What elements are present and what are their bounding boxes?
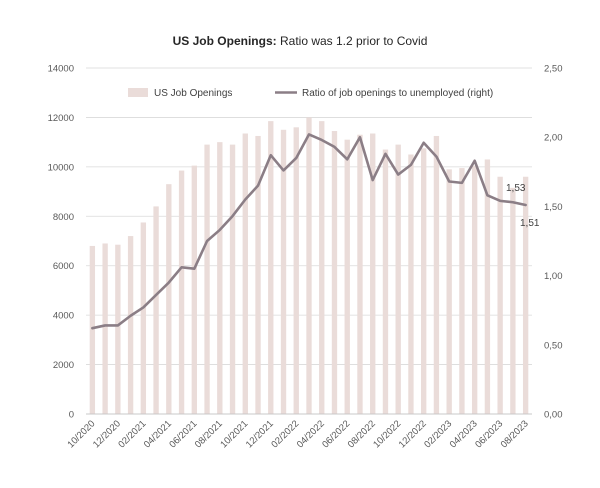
bar-job-openings (510, 187, 516, 414)
line-ratio (91, 133, 527, 330)
bar-job-openings (319, 121, 325, 414)
y-right-tick-label: 2,00 (544, 133, 563, 144)
bar-job-openings (471, 165, 478, 414)
bar-job-openings (522, 176, 529, 414)
bar-job-openings (191, 165, 197, 414)
y-right-tick-label: 1,50 (544, 202, 563, 213)
legend-label-bars: US Job Openings (154, 88, 232, 99)
chart-title-bold: US Job Openings: (173, 34, 277, 48)
y-left-tick-label: 2000 (53, 360, 74, 371)
bar-job-openings (255, 135, 261, 414)
bar-job-openings (89, 245, 96, 414)
bar-job-openings (268, 121, 274, 414)
y-left-tick-label: 14000 (48, 64, 74, 75)
bar-job-openings (344, 139, 350, 414)
bar-job-openings (357, 134, 363, 414)
bar-job-openings (217, 142, 223, 414)
x-tick-label: 08/2023 (499, 418, 531, 450)
y-left-tick-label: 8000 (53, 212, 74, 223)
legend: US Job Openings Ratio of job openings to… (128, 88, 493, 99)
bar-job-openings (395, 144, 401, 414)
bar-job-openings (280, 129, 287, 415)
annotations: 1,53 1,51 (506, 183, 540, 229)
bar-job-openings (229, 144, 236, 414)
y-left-tick-label: 10000 (48, 162, 74, 173)
y-left-tick-label: 6000 (53, 261, 74, 272)
data-label-1-53: 1,53 (506, 183, 526, 194)
bar-job-openings (433, 135, 440, 414)
legend-swatch-bars (128, 88, 148, 97)
bar-job-openings (166, 184, 172, 414)
y-right-tick-label: 0,50 (544, 340, 563, 351)
line-series (91, 133, 527, 330)
bar-job-openings (115, 244, 121, 414)
y-right-tick-label: 2,50 (544, 64, 563, 75)
bar-job-openings (459, 168, 465, 414)
chart-title-rest: Ratio was 1.2 prior to Covid (277, 34, 428, 48)
y-left-tick-label: 4000 (53, 311, 74, 322)
bar-job-openings (306, 117, 312, 414)
bar-job-openings (242, 133, 248, 414)
bar-job-openings (497, 176, 503, 414)
y-right-tick-label: 1,00 (544, 271, 563, 282)
bar-series (89, 117, 529, 415)
bar-job-openings (382, 149, 389, 415)
bar-job-openings (370, 133, 376, 414)
bar-job-openings (127, 236, 134, 414)
bar-job-openings (408, 154, 414, 414)
bar-job-openings (153, 206, 159, 414)
bar-job-openings (446, 169, 452, 414)
bar-job-openings (204, 144, 210, 414)
bar-job-openings (421, 148, 427, 415)
bar-job-openings (178, 170, 185, 414)
bar-job-openings (140, 222, 147, 414)
legend-label-line: Ratio of job openings to unemployed (rig… (302, 88, 493, 99)
chart-title: US Job Openings: Ratio was 1.2 prior to … (173, 34, 428, 48)
y-right-tick-label: 0,00 (544, 410, 563, 421)
data-label-1-51: 1,51 (520, 218, 540, 229)
bar-job-openings (484, 159, 491, 414)
bar-job-openings (102, 243, 108, 414)
y-left-tick-label: 0 (69, 410, 74, 421)
bar-job-openings (331, 131, 338, 414)
bar-job-openings (293, 127, 299, 415)
y-left-tick-label: 12000 (48, 113, 74, 124)
